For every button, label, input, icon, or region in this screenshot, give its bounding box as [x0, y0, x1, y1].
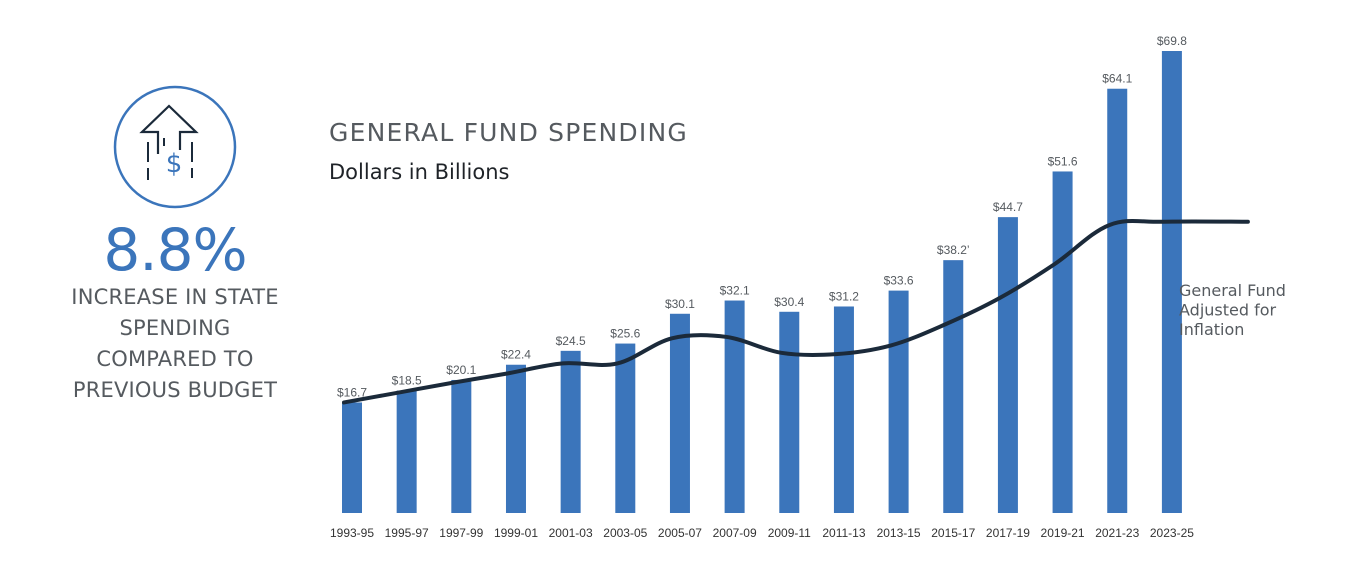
x-tick-label: 2021-23: [1095, 526, 1139, 540]
x-tick-label: 2003-05: [603, 526, 647, 540]
x-tick-label: 2009-11: [768, 526, 811, 540]
bar: [1052, 171, 1073, 514]
chart-subtitle: Dollars in Billions: [329, 160, 510, 184]
bar: [615, 343, 636, 513]
stat-caption-line: PREVIOUS BUDGET: [72, 378, 278, 402]
bar: [779, 311, 800, 513]
bar-value-label: $25.6: [610, 327, 640, 341]
bar: [724, 300, 745, 513]
x-tick-label: 1997-99: [439, 526, 483, 540]
stat-caption-line: SPENDING: [119, 316, 231, 340]
bar-value-label: $20.1: [446, 363, 476, 377]
bar-value-label: $31.2: [829, 289, 859, 303]
bar: [451, 379, 472, 513]
bar: [560, 350, 581, 513]
bar: [342, 402, 362, 513]
stat-panel: $ 8.8% INCREASE IN STATE SPENDING COMPAR…: [40, 84, 310, 406]
line-series-label: Adjusted for: [1179, 301, 1277, 320]
x-tick-label: 1995-97: [385, 526, 429, 540]
dollar-up-arrow-icon: $: [113, 85, 237, 209]
bar-value-label: $51.6: [1048, 154, 1078, 168]
stat-caption-line: INCREASE IN STATE: [71, 285, 279, 309]
stat-caption-line: COMPARED TO: [96, 347, 254, 371]
stat-value: 8.8%: [103, 216, 247, 284]
line-series-label: General Fund: [1179, 281, 1286, 300]
bar-value-label: $69.8: [1157, 34, 1187, 48]
x-tick-label: 2001-03: [549, 526, 593, 540]
x-tick-label: 2017-19: [986, 526, 1030, 540]
bar: [505, 364, 526, 513]
bar: [1161, 51, 1182, 513]
inflation-line: [342, 218, 1250, 405]
bar: [943, 260, 964, 513]
bar: [396, 390, 417, 513]
bar-value-label: $32.1: [720, 284, 750, 298]
x-tick-label: 2023-25: [1150, 526, 1194, 540]
x-tick-label: 2005-07: [658, 526, 702, 540]
chart-title: GENERAL FUND SPENDING: [329, 118, 688, 147]
bar-value-label: $30.4: [774, 295, 804, 309]
x-tick-label: 2019-21: [1041, 526, 1085, 540]
x-tick-label: 1993-95: [330, 526, 374, 540]
x-tick-label: 2013-15: [877, 526, 921, 540]
x-tick-label: 2015-17: [931, 526, 975, 540]
bar-value-label: $30.1: [665, 297, 695, 311]
bar-value-label: $16.7: [337, 385, 367, 399]
bar-value-label: $38.2’: [937, 243, 970, 257]
bar: [833, 306, 854, 513]
bar: [669, 313, 690, 513]
bar-value-label: $22.4: [501, 348, 531, 362]
bar-value-label: $24.5: [556, 334, 586, 348]
line-series-label: Inflation: [1179, 320, 1244, 339]
bar: [1107, 88, 1128, 514]
bar: [997, 217, 1018, 513]
bar-value-label: $18.5: [392, 374, 422, 388]
x-tick-label: 1999-01: [494, 526, 538, 540]
svg-text:$: $: [166, 149, 183, 179]
x-tick-label: 2007-09: [713, 526, 757, 540]
bar-value-label: $64.1: [1102, 72, 1132, 86]
stat-caption: INCREASE IN STATE SPENDING COMPARED TO P…: [40, 282, 310, 406]
bar-value-label: $44.7: [993, 200, 1023, 214]
bar-value-label: $33.6: [884, 274, 914, 288]
x-tick-label: 2011-13: [822, 526, 865, 540]
bar: [888, 290, 909, 513]
